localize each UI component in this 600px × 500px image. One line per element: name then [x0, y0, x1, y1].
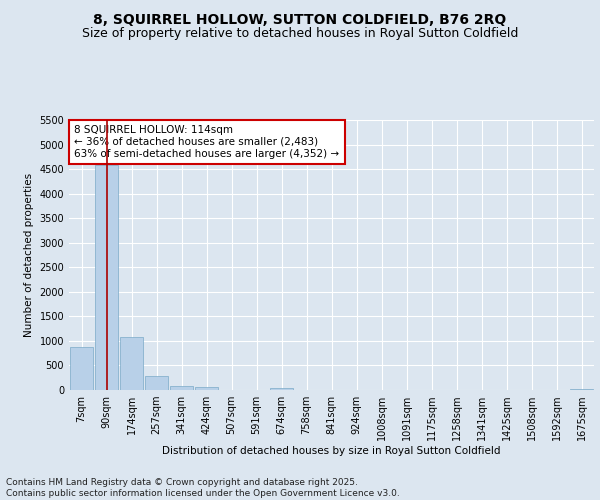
- Bar: [195, 388, 218, 390]
- Bar: [70, 347, 93, 390]
- Bar: [570, 388, 593, 390]
- Text: 8, SQUIRREL HOLLOW, SUTTON COLDFIELD, B76 2RQ: 8, SQUIRREL HOLLOW, SUTTON COLDFIELD, B7…: [94, 12, 506, 26]
- Text: Contains HM Land Registry data © Crown copyright and database right 2025.
Contai: Contains HM Land Registry data © Crown c…: [6, 478, 400, 498]
- Bar: [95, 165, 118, 390]
- Bar: [270, 388, 293, 390]
- Text: 8 SQUIRREL HOLLOW: 114sqm
← 36% of detached houses are smaller (2,483)
63% of se: 8 SQUIRREL HOLLOW: 114sqm ← 36% of detac…: [74, 126, 340, 158]
- Y-axis label: Number of detached properties: Number of detached properties: [24, 173, 34, 337]
- X-axis label: Distribution of detached houses by size in Royal Sutton Coldfield: Distribution of detached houses by size …: [162, 446, 501, 456]
- Text: Size of property relative to detached houses in Royal Sutton Coldfield: Size of property relative to detached ho…: [82, 28, 518, 40]
- Bar: [120, 338, 143, 390]
- Bar: [145, 376, 168, 390]
- Bar: [170, 386, 193, 390]
